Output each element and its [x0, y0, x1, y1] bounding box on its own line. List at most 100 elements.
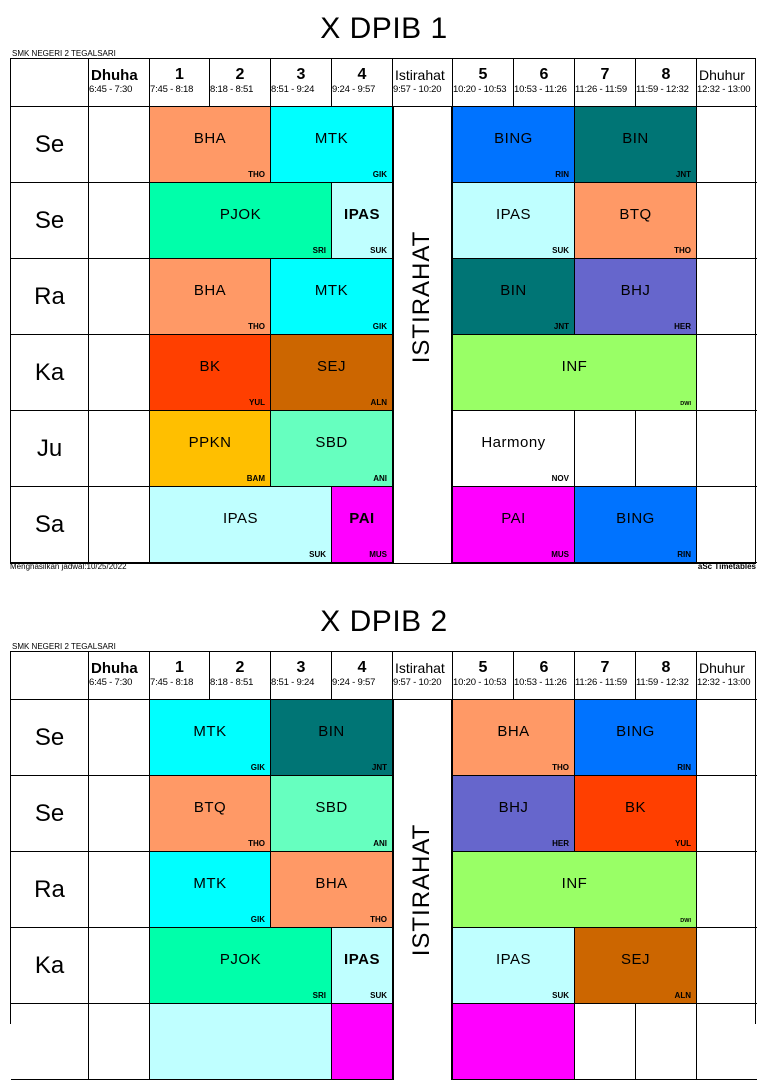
header-corner	[11, 59, 88, 107]
period-header: 1 7:45 - 8:18	[149, 59, 209, 107]
grid-line	[635, 411, 636, 487]
lesson-teacher: JNT	[553, 322, 569, 331]
lesson-subject: PAI	[501, 510, 526, 527]
lesson-cell[interactable]: BIN JNT	[452, 258, 575, 335]
school-name: SMK NEGERI 2 TEGALSARI	[12, 642, 116, 651]
lesson-teacher: RIN	[677, 550, 691, 559]
grid-line	[88, 259, 89, 335]
lesson-cell[interactable]: BTQ THO	[574, 182, 697, 259]
lesson-cell[interactable]: INF DWI	[452, 851, 697, 928]
lesson-cell[interactable]: MTK GIK	[149, 699, 271, 776]
period-label: Istirahat	[395, 660, 445, 676]
lesson-cell[interactable]: BK YUL	[149, 334, 271, 411]
lesson-teacher: ANI	[373, 839, 387, 848]
period-header: 3 8:51 - 9:24	[270, 59, 331, 107]
lesson-cell[interactable]: MTK GIK	[149, 851, 271, 928]
lesson-cell[interactable]	[149, 1003, 332, 1080]
lesson-cell[interactable]: BK YUL	[574, 775, 697, 852]
lesson-cell[interactable]: SBD ANI	[270, 775, 393, 852]
period-label: 1	[175, 66, 184, 83]
lesson-cell[interactable]: BHA THO	[270, 851, 393, 928]
lesson-cell[interactable]: PPKN BAM	[149, 410, 271, 487]
lesson-teacher: RIN	[677, 763, 691, 772]
lesson-teacher: SUK	[552, 246, 569, 255]
lesson-cell[interactable]: IPAS SUK	[331, 927, 393, 1004]
lesson-cell[interactable]: MTK GIK	[270, 106, 393, 183]
lesson-cell[interactable]: BIN JNT	[270, 699, 393, 776]
lesson-cell[interactable]: SEJ ALN	[270, 334, 393, 411]
lesson-cell[interactable]: PJOK SRI	[149, 182, 332, 259]
lesson-subject: BIN	[500, 282, 527, 299]
lesson-teacher: SRI	[312, 991, 326, 1000]
lesson-teacher: THO	[248, 839, 265, 848]
period-label: 8	[661, 659, 671, 676]
lesson-cell[interactable]: BHA THO	[149, 106, 271, 183]
lesson-teacher: GIK	[372, 170, 387, 179]
lesson-cell[interactable]: BING RIN	[574, 699, 697, 776]
lesson-cell[interactable]: SEJ ALN	[574, 927, 697, 1004]
lesson-cell[interactable]: BING RIN	[574, 486, 697, 563]
timetable-grid: Dhuha 6:45 - 7:30 1 7:45 - 8:18 2 8:18 - 8:51…	[10, 58, 757, 564]
lesson-teacher: GIK	[372, 322, 387, 331]
lesson-cell[interactable]: Harmony NOV	[452, 410, 575, 487]
grid-line	[696, 1004, 697, 1080]
lesson-cell[interactable]: BIN JNT	[574, 106, 697, 183]
period-label: 4	[357, 659, 367, 676]
lesson-subject	[453, 1004, 574, 1067]
lesson-teacher: SUK	[309, 550, 326, 559]
period-label: 2	[235, 659, 245, 676]
lesson-cell[interactable]: PJOK SRI	[149, 927, 332, 1004]
period-header: Dhuhur 12:32 - 13:00	[696, 652, 757, 700]
lesson-subject	[332, 1004, 392, 1067]
period-time: 9:57 - 10:20	[393, 84, 442, 95]
grid-line	[88, 107, 89, 183]
lesson-subject: MTK	[314, 130, 349, 147]
lesson-cell[interactable]: IPAS SUK	[452, 182, 575, 259]
lesson-cell[interactable]: INF DWI	[452, 334, 697, 411]
lesson-cell[interactable]: IPAS SUK	[452, 927, 575, 1004]
period-header: 2 8:18 - 8:51	[209, 59, 270, 107]
period-time: 10:20 - 10:53	[453, 84, 507, 95]
period-label: 8	[661, 66, 671, 83]
lesson-teacher: GIK	[250, 763, 265, 772]
lesson-cell[interactable]	[331, 1003, 393, 1080]
lesson-subject: PJOK	[219, 951, 262, 968]
lesson-cell[interactable]	[452, 1003, 575, 1080]
lesson-subject: PAI	[349, 510, 375, 527]
period-label: Dhuhur	[699, 660, 745, 676]
lesson-teacher: DWI	[680, 401, 691, 407]
lesson-teacher: SUK	[370, 991, 387, 1000]
lesson-teacher: THO	[248, 322, 265, 331]
period-label: 4	[357, 66, 367, 83]
lesson-cell[interactable]: PAI MUS	[452, 486, 575, 563]
lesson-cell[interactable]: BHJ HER	[452, 775, 575, 852]
grid-line	[88, 335, 89, 411]
lesson-cell[interactable]: IPAS SUK	[331, 182, 393, 259]
lesson-teacher: GIK	[250, 915, 265, 924]
day-label: Se	[11, 107, 88, 183]
lesson-subject: SEJ	[316, 358, 346, 375]
lesson-cell[interactable]: PAI MUS	[331, 486, 393, 563]
lesson-cell[interactable]: BHA THO	[149, 258, 271, 335]
period-label: Istirahat	[395, 67, 445, 83]
lesson-teacher: NOV	[551, 474, 569, 483]
lesson-subject: IPAS	[222, 510, 259, 527]
period-header: 2 8:18 - 8:51	[209, 652, 270, 700]
grid-line	[696, 411, 697, 487]
break-label: ISTIRAHAT	[408, 230, 435, 364]
period-header: 1 7:45 - 8:18	[149, 652, 209, 700]
lesson-cell[interactable]: MTK GIK	[270, 258, 393, 335]
lesson-subject: INF	[561, 358, 588, 375]
lesson-teacher: SUK	[370, 246, 387, 255]
lesson-teacher: ANI	[373, 474, 387, 483]
lesson-cell[interactable]: BTQ THO	[149, 775, 271, 852]
lesson-cell[interactable]: BHA THO	[452, 699, 575, 776]
period-time: 11:26 - 11:59	[575, 84, 627, 95]
lesson-cell[interactable]: BHJ HER	[574, 258, 697, 335]
lesson-cell[interactable]: BING RIN	[452, 106, 575, 183]
lesson-subject: BHA	[315, 875, 348, 892]
lesson-cell[interactable]: SBD ANI	[270, 410, 393, 487]
header-corner	[11, 652, 88, 700]
lesson-cell[interactable]: IPAS SUK	[149, 486, 332, 563]
lesson-subject: BTQ	[193, 799, 227, 816]
